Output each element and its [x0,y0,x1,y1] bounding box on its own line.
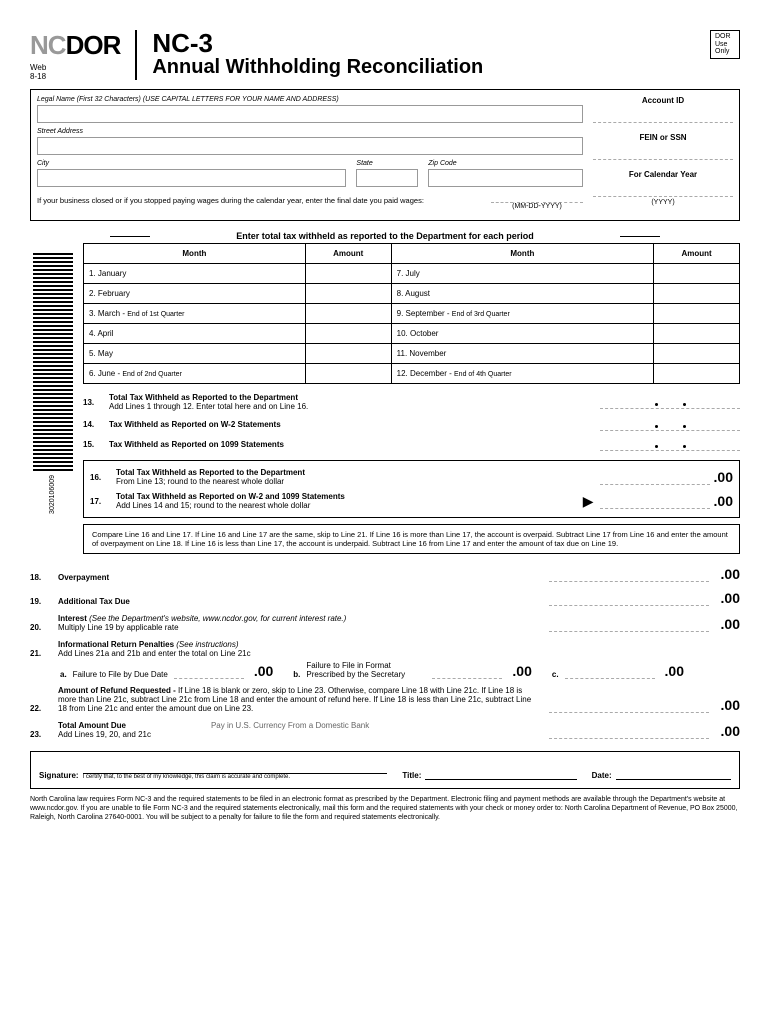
amount-cell[interactable] [654,264,740,284]
street-input[interactable] [37,137,583,155]
month-cell: 9. September - End of 3rd Quarter [391,304,653,324]
line-16-amount[interactable] [600,471,710,485]
year-hint: (YYYY) [593,199,733,206]
line-22: 22. Amount of Refund Requested - If Line… [30,682,740,717]
month-cell: 4. April [84,324,306,344]
form-title: Annual Withholding Reconciliation [152,56,695,79]
months-table: Month Amount Month Amount 1. January 7. J… [83,243,740,384]
state-label: State [356,160,418,167]
logo-block: NCDOR Web8-18 [30,30,120,81]
date-input[interactable] [616,766,731,780]
amount-cell[interactable] [305,284,391,304]
line-13-amount[interactable] [600,395,740,409]
period-title: Enter total tax withheld as reported to … [30,231,740,241]
line-14-amount[interactable] [600,417,740,431]
account-label: Account ID [593,96,733,105]
barcode-number: 3020106009 [49,475,56,514]
line-23: 23. Total Amount DueAdd Lines 19, 20, an… [30,717,740,743]
fein-label: FEIN or SSN [593,133,733,142]
line-20-amount[interactable] [549,618,709,632]
month-cell: 8. August [391,284,653,304]
line-15-amount[interactable] [600,437,740,451]
divider [135,30,137,80]
header: NCDOR Web8-18 NC-3 Annual Withholding Re… [30,30,740,81]
col-month2: Month [391,244,653,264]
barcode: 3020106009 [30,243,75,554]
web-label: Web8-18 [30,63,120,81]
zip-label: Zip Code [428,160,583,167]
totals-box: 16. Total Tax Withheld as Reported to th… [83,460,740,518]
line-23-amount[interactable] [549,725,709,739]
amount-cell[interactable] [654,324,740,344]
amount-cell[interactable] [654,364,740,384]
final-date-input[interactable] [491,191,583,203]
city-input[interactable] [37,169,346,187]
line-14: 14. Tax Withheld as Reported on W-2 Stat… [83,414,740,434]
line-21b-amount[interactable] [432,667,502,679]
title-input[interactable] [425,766,576,780]
col-amount2: Amount [654,244,740,264]
identity-section: Legal Name (First 32 Characters) (USE CA… [30,89,740,221]
signature-box: Signature:I certify that, to the best of… [30,751,740,789]
line-18: 18. Overpayment .00 [30,562,740,586]
line-19-amount[interactable] [549,592,709,606]
amount-cell[interactable] [305,304,391,324]
year-input[interactable] [593,183,733,197]
form-number: NC-3 [152,30,695,56]
fein-input[interactable] [593,146,733,160]
date-hint: (MM-DD-YYYY) [491,203,583,210]
line-17-amount[interactable] [600,495,710,509]
dor-use-box: DOR Use Only [710,30,740,59]
legal-name-label: Legal Name (First 32 Characters) (USE CA… [37,96,583,103]
month-cell: 5. May [84,344,306,364]
legal-name-input[interactable] [37,105,583,123]
logo-dor: DOR [66,30,121,60]
month-cell: 3. March - End of 1st Quarter [84,304,306,324]
line-19: 19. Additional Tax Due .00 [30,586,740,610]
month-cell: 1. January [84,264,306,284]
barcode-image [33,253,73,473]
line-21-sub: a.Failure to File by Due Date.00 b.Failu… [30,658,740,682]
month-cell: 11. November [391,344,653,364]
line-22-amount[interactable] [549,699,709,713]
line-18-amount[interactable] [549,568,709,582]
month-cell: 10. October [391,324,653,344]
line-15: 15. Tax Withheld as Reported on 1099 Sta… [83,434,740,454]
amount-cell[interactable] [305,264,391,284]
line-13: 13. Total Tax Withheld as Reported to th… [83,390,740,414]
line-21c-amount[interactable] [565,667,655,679]
col-month: Month [84,244,306,264]
closed-text: If your business closed or if you stoppe… [37,196,471,205]
amount-cell[interactable] [654,284,740,304]
zip-input[interactable] [428,169,583,187]
street-label: Street Address [37,128,583,135]
month-cell: 7. July [391,264,653,284]
line-21: 21. Informational Return Penalties (See … [30,636,740,658]
arrow-icon: ▶ [583,493,594,510]
amount-cell[interactable] [305,324,391,344]
year-label: For Calendar Year [593,170,733,179]
amount-cell[interactable] [654,304,740,324]
line-20: 20. Interest (See the Department's websi… [30,610,740,636]
amount-cell[interactable] [305,364,391,384]
title-block: NC-3 Annual Withholding Reconciliation [152,30,695,79]
compare-instructions: Compare Line 16 and Line 17. If Line 16 … [83,524,740,554]
state-input[interactable] [356,169,418,187]
month-cell: 6. June - End of 2nd Quarter [84,364,306,384]
amount-cell[interactable] [654,344,740,364]
signature-input[interactable] [83,760,388,774]
month-cell: 12. December - End of 4th Quarter [391,364,653,384]
month-cell: 2. February [84,284,306,304]
line-21a-amount[interactable] [174,667,244,679]
col-amount: Amount [305,244,391,264]
account-input[interactable] [593,109,733,123]
footer-text: North Carolina law requires Form NC-3 an… [30,795,740,822]
city-label: City [37,160,346,167]
amount-cell[interactable] [305,344,391,364]
logo-nc: NC [30,30,66,60]
